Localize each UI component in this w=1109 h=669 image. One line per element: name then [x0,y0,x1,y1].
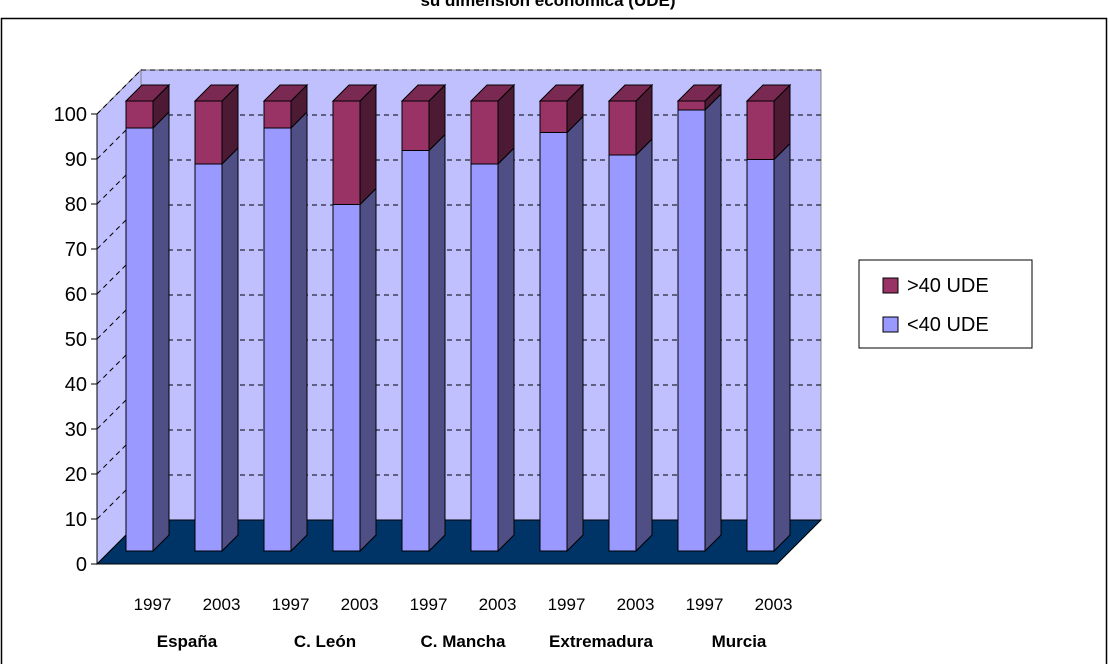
bar-over-40 [125,100,154,129]
bar-over-40 [263,100,292,129]
group-label: Murcia [712,632,767,651]
y-tick-label: 40 [65,374,87,396]
bar-under-40 [539,132,568,552]
bar-under-40-side [704,92,722,553]
bar-over-40-top [262,84,309,102]
bar-under-40 [470,163,499,552]
bar-under-40 [401,150,430,552]
bar-over-40-top [607,84,654,102]
y-tick-label: 70 [65,239,87,261]
bar-under-40-side [428,133,446,553]
bar-over-40 [332,100,361,205]
gridline-side [96,294,142,340]
gridline-side [96,249,142,295]
y-tick-label: 100 [54,104,87,126]
bar-over-40-top [331,84,378,102]
y-tick-label: 10 [65,509,87,531]
bar-under-40 [263,127,292,552]
group-label: Extremadura [549,632,653,651]
bar-over-40-top [676,84,723,102]
bar-under-40 [677,109,706,552]
bar-over-40-top [193,84,240,102]
y-tick-label: 60 [65,284,87,306]
group-label: C. León [294,632,356,651]
bar-over-40 [401,100,430,151]
bar-over-40-top [124,84,171,102]
bar-over-40 [746,100,775,160]
bar-over-40 [608,100,637,156]
y-tick-label: 0 [76,554,87,576]
bar-stack-7: 2003 [607,83,655,614]
group-label: España [157,632,218,651]
bar-under-40-side [290,110,308,553]
y-tick-label: 80 [65,194,87,216]
bar-stack-3: 2003 [331,83,379,614]
gridline-side [96,69,142,115]
bars: 1997 2003 1997 2003 1997 2003 1997 2003 1997 2003 [124,83,793,614]
x-tick-label: 1997 [272,595,310,614]
x-tick-label: 1997 [410,595,448,614]
legend-swatch [882,277,899,294]
bar-stack-0: 1997 [124,83,172,614]
y-tick-label: 50 [65,329,87,351]
legend-label: <40 UDE [907,314,989,336]
bar-stack-6: 1997 [538,83,586,614]
bar-over-40-top [745,84,792,102]
chart-title: su dimensión económica (UDE) [420,0,675,10]
bar-stack-8: 1997 [676,83,724,614]
chart-border [0,17,1108,669]
bar-under-40 [608,154,637,552]
bar-under-40-side [635,137,653,553]
gridline-side [96,204,142,250]
bar-under-40-side [497,146,515,553]
bar-under-40 [125,127,154,552]
y-tick-label: 20 [65,464,87,486]
x-tick-label: 2003 [341,595,379,614]
y-tick-label: 90 [65,149,87,171]
bar-over-40 [470,100,499,165]
bar-stack-5: 2003 [469,83,517,614]
x-tick-label: 1997 [686,595,724,614]
bar-over-40 [539,100,568,133]
gridline-side [96,159,142,205]
gridline-side [96,474,142,520]
bar-under-40 [746,159,775,552]
bar-over-40 [194,100,223,165]
x-tick-label: 2003 [617,595,655,614]
gridline-side [96,384,142,430]
bar-stack-1: 2003 [193,83,241,614]
x-tick-label: 1997 [548,595,586,614]
bar-under-40 [332,204,361,552]
y-tick-label: 30 [65,419,87,441]
legend-swatch [882,316,899,333]
x-tick-label: 1997 [134,595,172,614]
gridline-side [96,114,142,160]
bar-stack-9: 2003 [745,83,793,614]
gridline-side [96,339,142,385]
legend: >40 UDE <40 UDE [858,259,1033,349]
bar-under-40-side [359,187,377,553]
bar-under-40 [194,163,223,552]
bar-under-40-side [773,142,791,553]
bar-under-40-side [152,110,170,553]
gridline-side [96,429,142,475]
legend-box [858,259,1033,349]
x-tick-label: 2003 [203,595,241,614]
group-label: C. Mancha [420,632,506,651]
bar-stack-2: 1997 [262,83,310,614]
bar-over-40-side [359,83,377,206]
x-tick-label: 2003 [479,595,517,614]
legend-label: >40 UDE [907,275,989,297]
bar-over-40-top [538,84,585,102]
bar-under-40-side [566,115,584,553]
x-tick-label: 2003 [755,595,793,614]
bar-stack-4: 1997 [400,83,448,614]
bar-under-40-side [221,146,239,553]
bar-over-40-top [400,84,447,102]
bar-over-40-top [469,84,516,102]
bar-over-40 [677,100,706,111]
